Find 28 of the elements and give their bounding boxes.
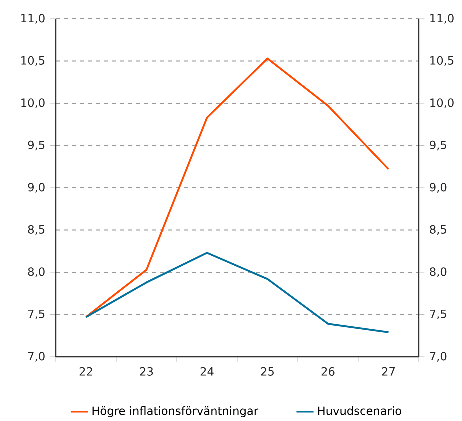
y2-tick-label: 9,5: [430, 140, 446, 151]
line-series: [85, 252, 390, 334]
y-tick-label: 10,5: [22, 56, 45, 66]
legend-label: Huvudscenario: [318, 406, 402, 416]
y-tick-label: 9,5: [28, 140, 45, 151]
y-tick-label: 8,5: [28, 225, 45, 236]
y-tick-label: 9,0: [28, 183, 45, 193]
y2-tick-label: 11,0: [430, 14, 454, 24]
y2-tick-label: 8,5: [430, 225, 446, 236]
y2-tick-label: 10,5: [430, 56, 454, 66]
y-tick-label: 8,0: [28, 268, 45, 278]
legend-label: Högre inflationsförväntningar: [92, 406, 259, 418]
x-tick-label: 24: [200, 367, 214, 376]
x-tick-label: 26: [322, 367, 335, 376]
y2-tick-label: 9,0: [430, 183, 447, 193]
x-tick-label: 27: [382, 367, 395, 376]
y-tick-label: 7,5: [28, 310, 45, 320]
y2-tick-label: 7,0: [430, 352, 447, 362]
y2-tick-label: 7,5: [430, 310, 446, 320]
x-tick-label: 23: [140, 367, 154, 376]
y-tick-label: 7,0: [28, 352, 45, 362]
x-tick-label: 25: [261, 367, 274, 376]
y2-tick-label: 8,0: [430, 268, 447, 278]
y-tick-label: 11,0: [22, 14, 45, 24]
y-tick-label: 10,0: [22, 98, 45, 108]
x-tick-label: 22: [80, 367, 92, 376]
y2-tick-label: 10,0: [430, 98, 454, 108]
line-series: [85, 58, 390, 318]
